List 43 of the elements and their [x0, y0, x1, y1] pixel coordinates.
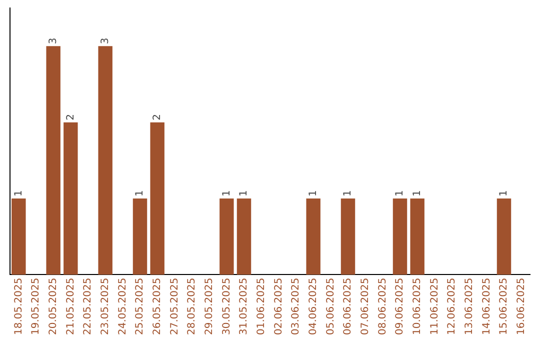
x-tick-label: 20.05.2025	[48, 278, 59, 336]
data-label: 3	[100, 38, 111, 44]
data-label: 1	[498, 190, 510, 197]
data-label: 1	[394, 190, 406, 197]
x-tick-label: 26.05.2025	[152, 278, 163, 336]
data-label: 1	[342, 190, 354, 197]
data-label: 2	[152, 114, 163, 120]
x-tick-label: 31.05.2025	[238, 278, 250, 336]
x-tick-label: 16.06.2025	[516, 278, 527, 336]
x-tick-label: 08.06.2025	[377, 278, 388, 336]
x-tick-label: 14.06.2025	[481, 278, 492, 336]
x-tick-label: 04.06.2025	[308, 278, 319, 336]
x-tick-label: 30.05.2025	[221, 278, 232, 336]
x-tick-label: 02.06.2025	[273, 278, 284, 336]
x-tick-label: 13.06.2025	[464, 278, 475, 336]
x-tick-label: 23.05.2025	[100, 278, 111, 336]
x-tick-label: 15.06.2025	[498, 278, 510, 336]
data-label: 1	[412, 190, 423, 197]
x-tick-label: 03.06.2025	[290, 278, 302, 336]
x-tick-label: 12.06.2025	[446, 278, 458, 336]
x-tick-label: 21.05.2025	[65, 278, 76, 336]
data-label: 1	[13, 190, 24, 197]
data-label: 1	[308, 190, 319, 197]
x-tick-label: 05.06.2025	[325, 278, 336, 336]
x-tick-label: 06.06.2025	[342, 278, 354, 336]
data-label: 1	[221, 190, 232, 197]
x-tick-label: 27.05.2025	[169, 278, 180, 336]
x-tick-label: 18.05.2025	[13, 278, 24, 336]
x-tick-label: 11.06.2025	[429, 278, 440, 336]
x-tick-label: 09.06.2025	[394, 278, 406, 336]
x-tick-label: 24.05.2025	[117, 278, 128, 336]
x-tick-label: 25.05.2025	[134, 278, 146, 336]
x-tick-label: 28.05.2025	[186, 278, 198, 336]
x-tick-label: 10.06.2025	[412, 278, 423, 336]
x-tick-label: 22.05.2025	[82, 278, 94, 336]
x-tick-label: 29.05.2025	[204, 278, 215, 336]
data-label: 1	[134, 190, 146, 197]
x-tick-label: 07.06.2025	[360, 278, 371, 336]
data-label: 3	[48, 38, 59, 44]
x-tick-label: 19.05.2025	[30, 278, 42, 336]
x-tick-label: 01.06.2025	[256, 278, 267, 336]
data-label: 2	[65, 114, 76, 120]
data-label: 1	[238, 190, 250, 197]
